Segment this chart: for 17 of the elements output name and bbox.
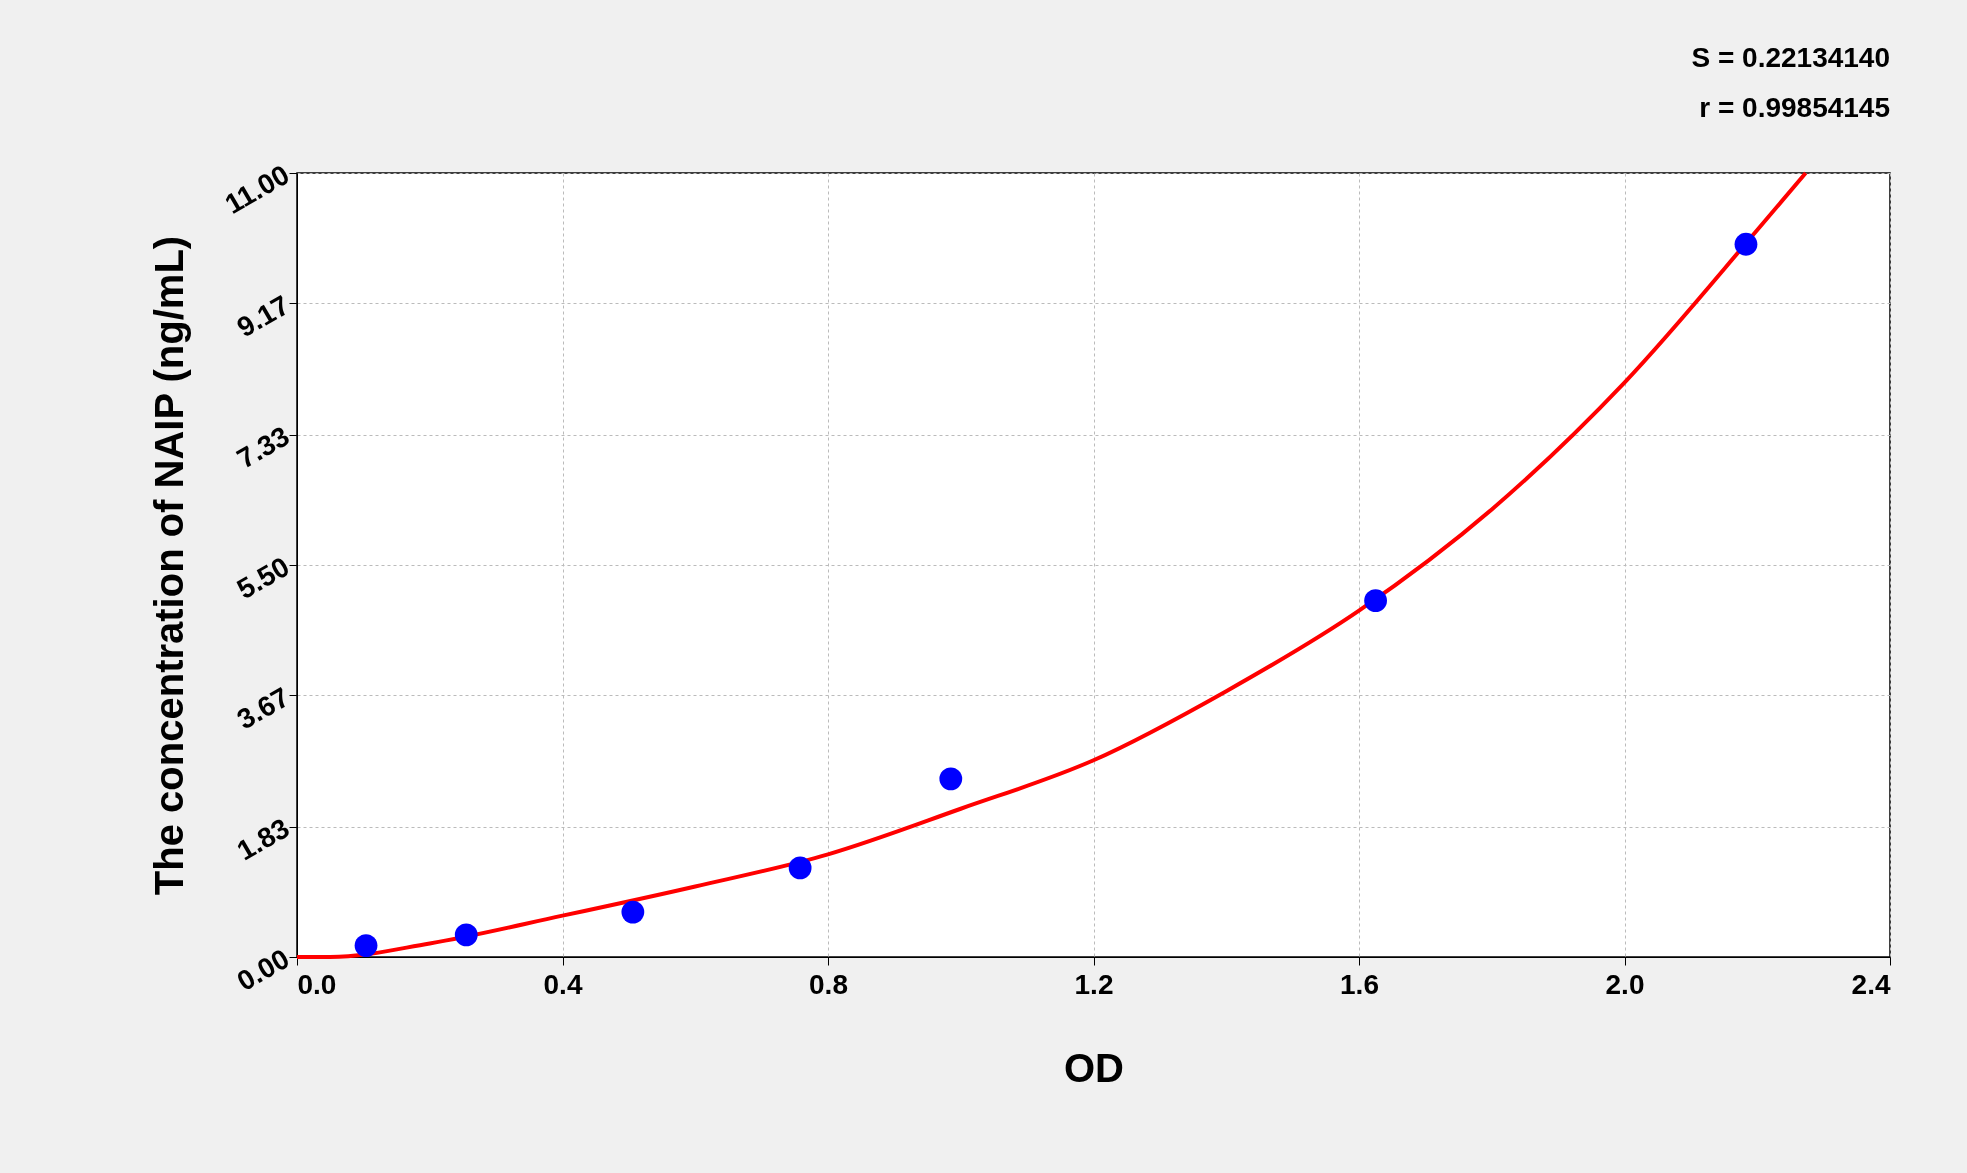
text: r = 0.99854145 xyxy=(1699,92,1890,123)
x-tick-label: 0.4 xyxy=(543,968,583,1000)
text: S = 0.22134140 xyxy=(1691,42,1890,73)
y-tick-label: 0.00 xyxy=(231,942,295,997)
x-axis-title: OD xyxy=(1064,1045,1124,1090)
y-tick-label: 9.17 xyxy=(231,289,295,344)
y-axis-title: The concentration of NAIP (ng/mL) xyxy=(147,235,192,896)
x-tick-label: 0.8 xyxy=(809,968,848,1000)
x-tick-label: 2.4 xyxy=(1851,968,1891,1000)
y-tick-label: 7.33 xyxy=(231,420,295,475)
y-tick-label: 1.83 xyxy=(231,812,295,867)
x-tick-label: 2.0 xyxy=(1605,968,1645,1000)
y-tick-label: 5.50 xyxy=(231,550,295,605)
x-tick-label: 1.2 xyxy=(1074,968,1114,1000)
x-tick-label: 0.0 xyxy=(297,968,337,1000)
y-tick-label: 3.67 xyxy=(231,681,295,736)
x-tick-label: 1.6 xyxy=(1340,968,1379,1000)
